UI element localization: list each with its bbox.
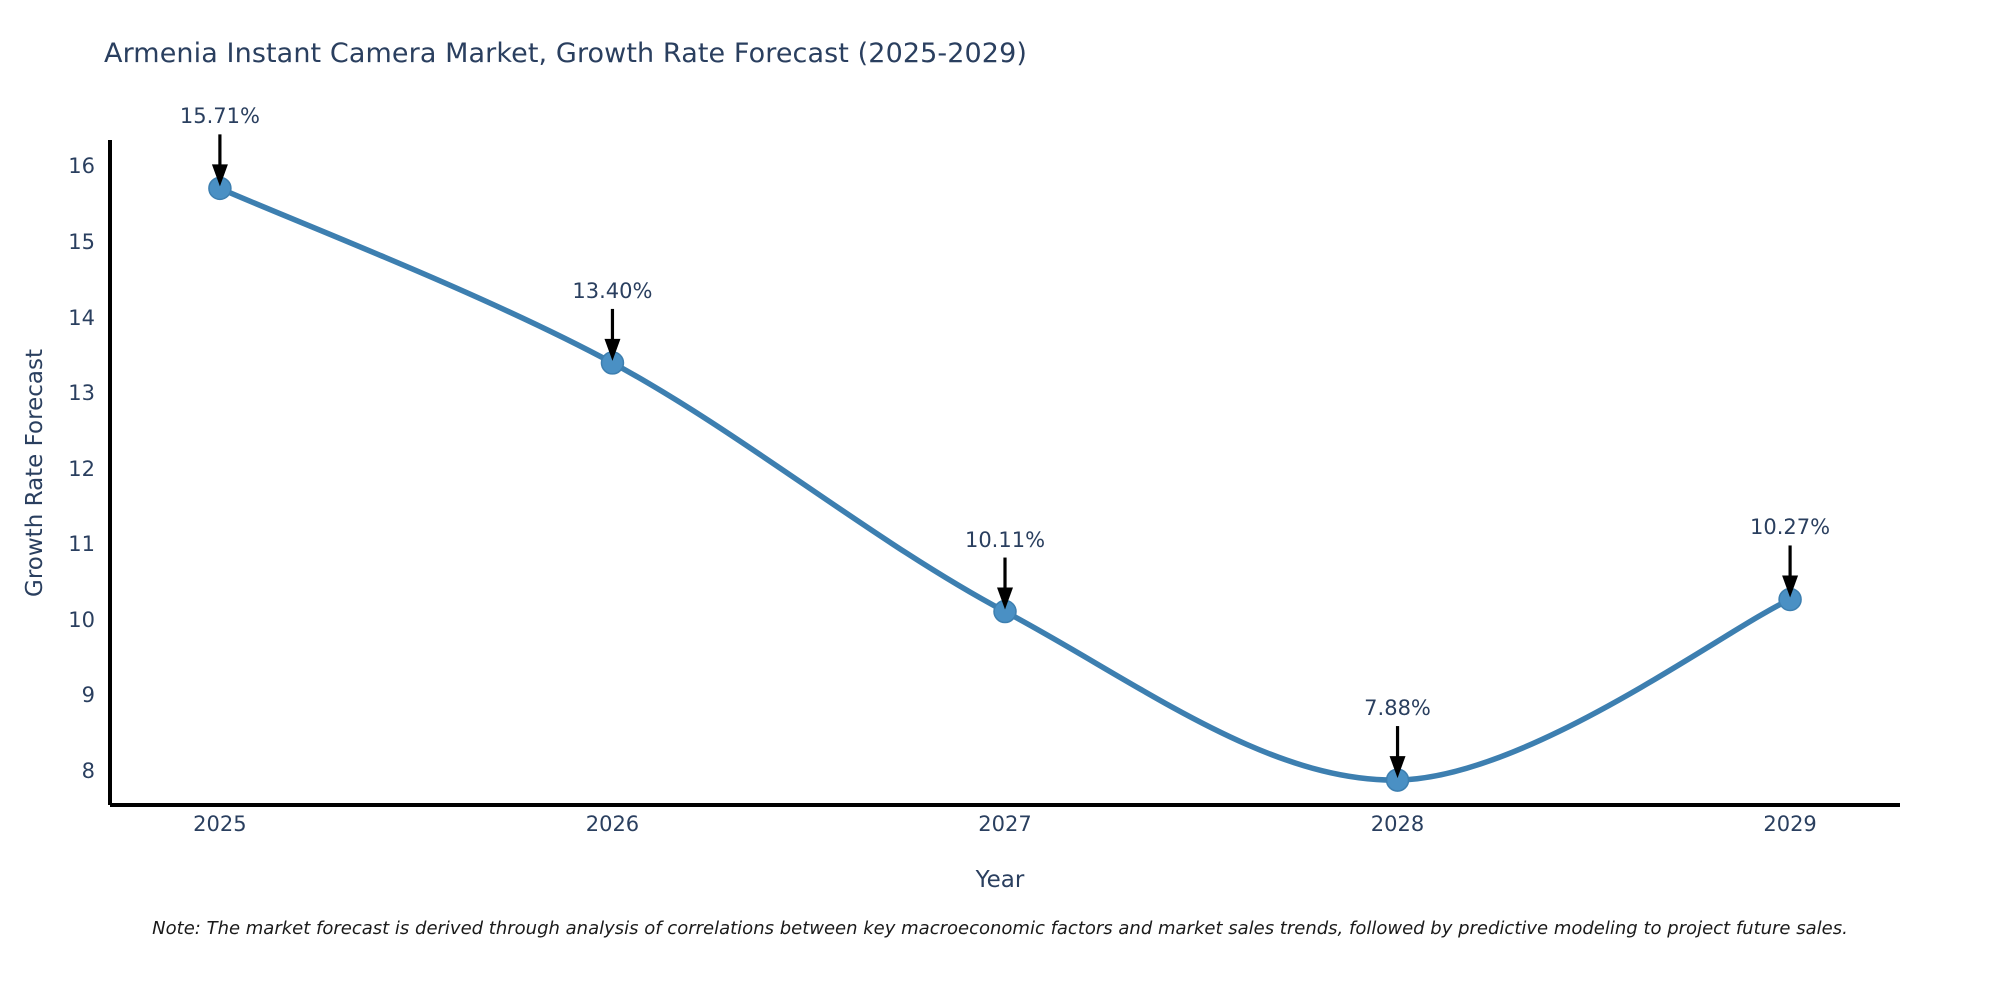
y-tick-label: 12 — [68, 456, 95, 481]
growth-rate-line — [217, 185, 1793, 783]
axis-lines — [108, 140, 1900, 807]
y-tick-label: 9 — [81, 683, 95, 708]
x-tick-label: 2029 — [1763, 812, 1817, 836]
annotation-arrow-head — [1389, 756, 1406, 779]
annotation-arrow-head — [1782, 575, 1799, 598]
x-tick-label: 2026 — [585, 812, 640, 836]
chart-title: Armenia Instant Camera Market, Growth Ra… — [104, 38, 1027, 69]
x-tick-label: 2028 — [1370, 812, 1425, 836]
data-point-label: 10.27% — [1750, 515, 1831, 540]
x-tick-label: 2025 — [193, 812, 247, 836]
y-tick-label: 13 — [68, 381, 95, 406]
y-tick-label: 11 — [68, 532, 95, 557]
x-axis-title: Year — [975, 867, 1025, 893]
data-point-label: 10.11% — [964, 527, 1046, 552]
y-tick-label: 10 — [68, 607, 95, 632]
annotation-arrows — [211, 134, 1799, 779]
data-point-label: 7.88% — [1364, 696, 1431, 721]
annotation-arrow-head — [997, 587, 1013, 610]
y-tick-label: 8 — [81, 758, 95, 783]
annotation-arrow-head — [604, 338, 621, 361]
data-point-label: 15.71% — [179, 104, 260, 129]
data-point-markers — [208, 176, 1802, 792]
chart-footnote: Note: The market forecast is derived thr… — [152, 918, 1848, 939]
data-point-label: 13.40% — [572, 278, 653, 303]
y-tick-label: 15 — [68, 230, 95, 255]
annotation-arrow-head — [211, 164, 228, 187]
y-tick-label: 16 — [68, 154, 95, 179]
x-tick-label: 2027 — [978, 812, 1032, 836]
y-tick-label: 14 — [68, 305, 95, 330]
